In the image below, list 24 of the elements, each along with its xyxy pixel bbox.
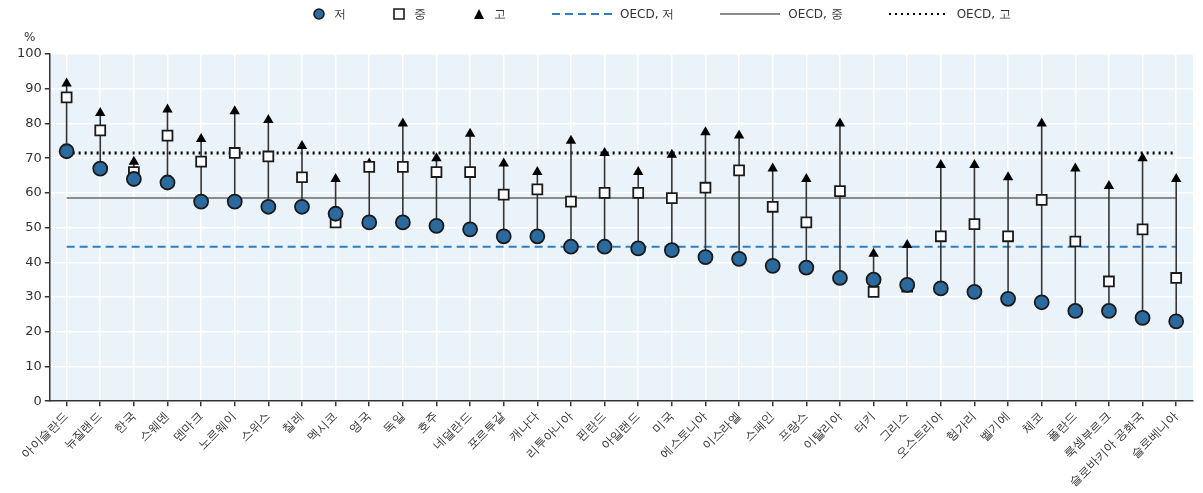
x-tick-label: 터키 — [851, 408, 878, 436]
y-axis-title: % — [24, 30, 36, 45]
x-tick-label: 칠레 — [279, 408, 307, 436]
y-tick-label: 100 — [16, 45, 42, 61]
x-tick-label: 독일 — [380, 408, 408, 436]
y-tick-label: 30 — [25, 288, 42, 304]
legend-label: OECD, 저 — [620, 5, 675, 23]
x-tick-label: 체코 — [1019, 408, 1047, 436]
legend-label: 중 — [414, 5, 427, 23]
y-tick-label: 70 — [25, 149, 42, 165]
y-tick-label: 50 — [25, 218, 42, 234]
y-tick-label: 0 — [33, 392, 42, 408]
legend-label: 고 — [494, 5, 507, 23]
legend-label: 저 — [334, 5, 347, 23]
y-tick-label: 40 — [25, 253, 42, 269]
x-tick-label: 한국 — [111, 408, 139, 436]
y-tick-label: 80 — [25, 114, 42, 130]
y-tick-label: 20 — [25, 323, 42, 339]
legend-label: OECD, 중 — [788, 5, 843, 23]
y-tick-label: 10 — [25, 357, 42, 373]
legend-label: OECD, 고 — [956, 5, 1011, 23]
y-tick-label: 60 — [25, 184, 42, 200]
x-tick-label: 영국 — [346, 408, 374, 436]
y-tick-label: 90 — [25, 80, 42, 96]
